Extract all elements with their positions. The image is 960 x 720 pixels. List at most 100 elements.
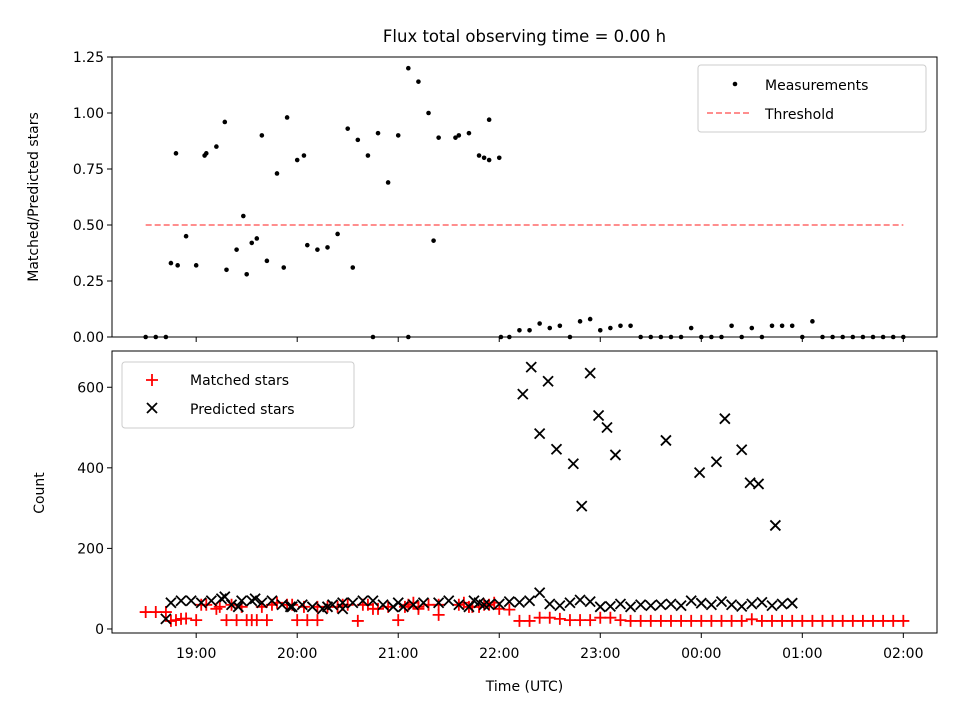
predicted-star-point [727,600,737,610]
measurement-point [487,117,492,122]
measurement-point [366,153,371,158]
predicted-star-point [706,600,716,610]
predicted-star-point [525,596,535,606]
predicted-star-point [186,596,196,606]
predicted-star-point [610,450,620,460]
ratio-y-tick-label: 0.50 [73,218,104,234]
measurement-point [790,324,795,329]
measurement-point [305,243,310,248]
measurement-point [302,153,307,158]
predicted-star-point [565,598,575,608]
predicted-star-point [666,599,676,609]
legend-threshold-label: Threshold [764,107,834,123]
ratio-x-ticks [196,337,903,342]
ratio-legend: Measurements Threshold [698,65,926,132]
predicted-star-point [656,600,666,610]
predicted-star-point [767,601,777,611]
count-y-tick-label: 400 [77,461,104,477]
count-panel: 0 200 400 600 19:00 20:00 21:00 22:00 23:00 00:0… [32,351,937,695]
measurement-point [241,214,246,219]
measurement-point [810,319,815,324]
measurement-point [376,131,381,136]
measurement-point [618,324,623,329]
predicted-star-point [626,602,636,612]
predicted-star-point [787,598,797,608]
count-y-tick-label: 200 [77,541,104,557]
measurement-point [749,326,754,331]
measurement-point [254,236,259,241]
ratio-y-tick-label: 0.00 [73,330,104,346]
predicted-star-point [754,479,764,489]
predicted-star-point [716,597,726,607]
matched-star-point [352,615,364,627]
x-tick-label: 19:00 [176,646,216,662]
predicted-star-point [348,598,358,608]
matched-star-point [604,612,616,624]
predicted-star-point [535,429,545,439]
measurement-point [770,324,775,329]
predicted-star-point [757,597,767,607]
matched-star-point [544,612,556,624]
figure-title: Flux total observing time = 0.00 h [383,27,666,46]
predicted-star-point [166,598,176,608]
legend-predicted-label: Predicted stars [190,402,295,418]
matched-star-point [433,599,445,611]
legend-matched-label: Matched stars [190,373,289,389]
ratio-y-tick-label: 0.25 [73,274,104,290]
ratio-y-axis-label: Matched/Predicted stars [26,112,42,282]
ratio-panel: 0.00 0.25 0.50 0.75 1.00 1.25 Matched/Predict… [26,50,937,346]
measurement-point [260,133,265,138]
measurement-point [285,115,290,120]
ratio-y-tick-label: 1.25 [73,50,104,66]
measurement-point [689,326,694,331]
x-tick-label: 21:00 [378,646,418,662]
matched-star-point [261,614,273,626]
measurement-point [315,247,320,252]
measurement-point [426,111,431,116]
matched-star-point [190,614,202,626]
matched-star-point [554,613,566,625]
measurement-point [386,180,391,185]
x-tick-label: 00:00 [681,646,721,662]
predicted-star-point [514,597,524,607]
predicted-star-point [605,601,615,611]
measurement-point [598,328,603,333]
predicted-star-point [518,389,528,399]
predicted-star-point [615,599,625,609]
measurement-point [335,232,340,237]
ratio-y-axis: 0.00 0.25 0.50 0.75 1.00 1.25 [73,50,112,346]
predicted-star-point [696,598,706,608]
measurement-point [416,79,421,84]
predicted-star-point [526,362,536,372]
measurement-point [436,135,441,140]
measurement-point [265,259,270,264]
measurement-point [169,261,174,266]
predicted-star-point [575,595,585,605]
matched-star-point [311,614,323,626]
matched-star-point [736,615,748,627]
measurement-point [547,326,552,331]
measurement-point [194,263,199,268]
predicted-star-point [577,501,587,511]
measurement-point [325,245,330,250]
count-y-tick-label: 0 [95,622,104,638]
predicted-star-point [220,592,230,602]
measurement-point [406,66,411,71]
predicted-star-point [297,600,307,610]
predicted-star-point [585,597,595,607]
measurement-point [184,234,189,239]
predicted-star-point [594,410,604,420]
count-legend-box [122,362,354,428]
measurement-point [214,144,219,149]
predicted-star-point [247,596,257,606]
predicted-star-point [737,601,747,611]
measurement-point [482,156,487,161]
predicted-star-point [676,601,686,611]
predicted-star-point [711,457,721,467]
measurement-point [281,265,286,270]
measurement-point [345,126,350,131]
measurement-point [729,324,734,329]
ratio-y-tick-label: 0.75 [73,162,104,178]
measurement-point [537,321,542,326]
measurement-point [175,263,180,268]
